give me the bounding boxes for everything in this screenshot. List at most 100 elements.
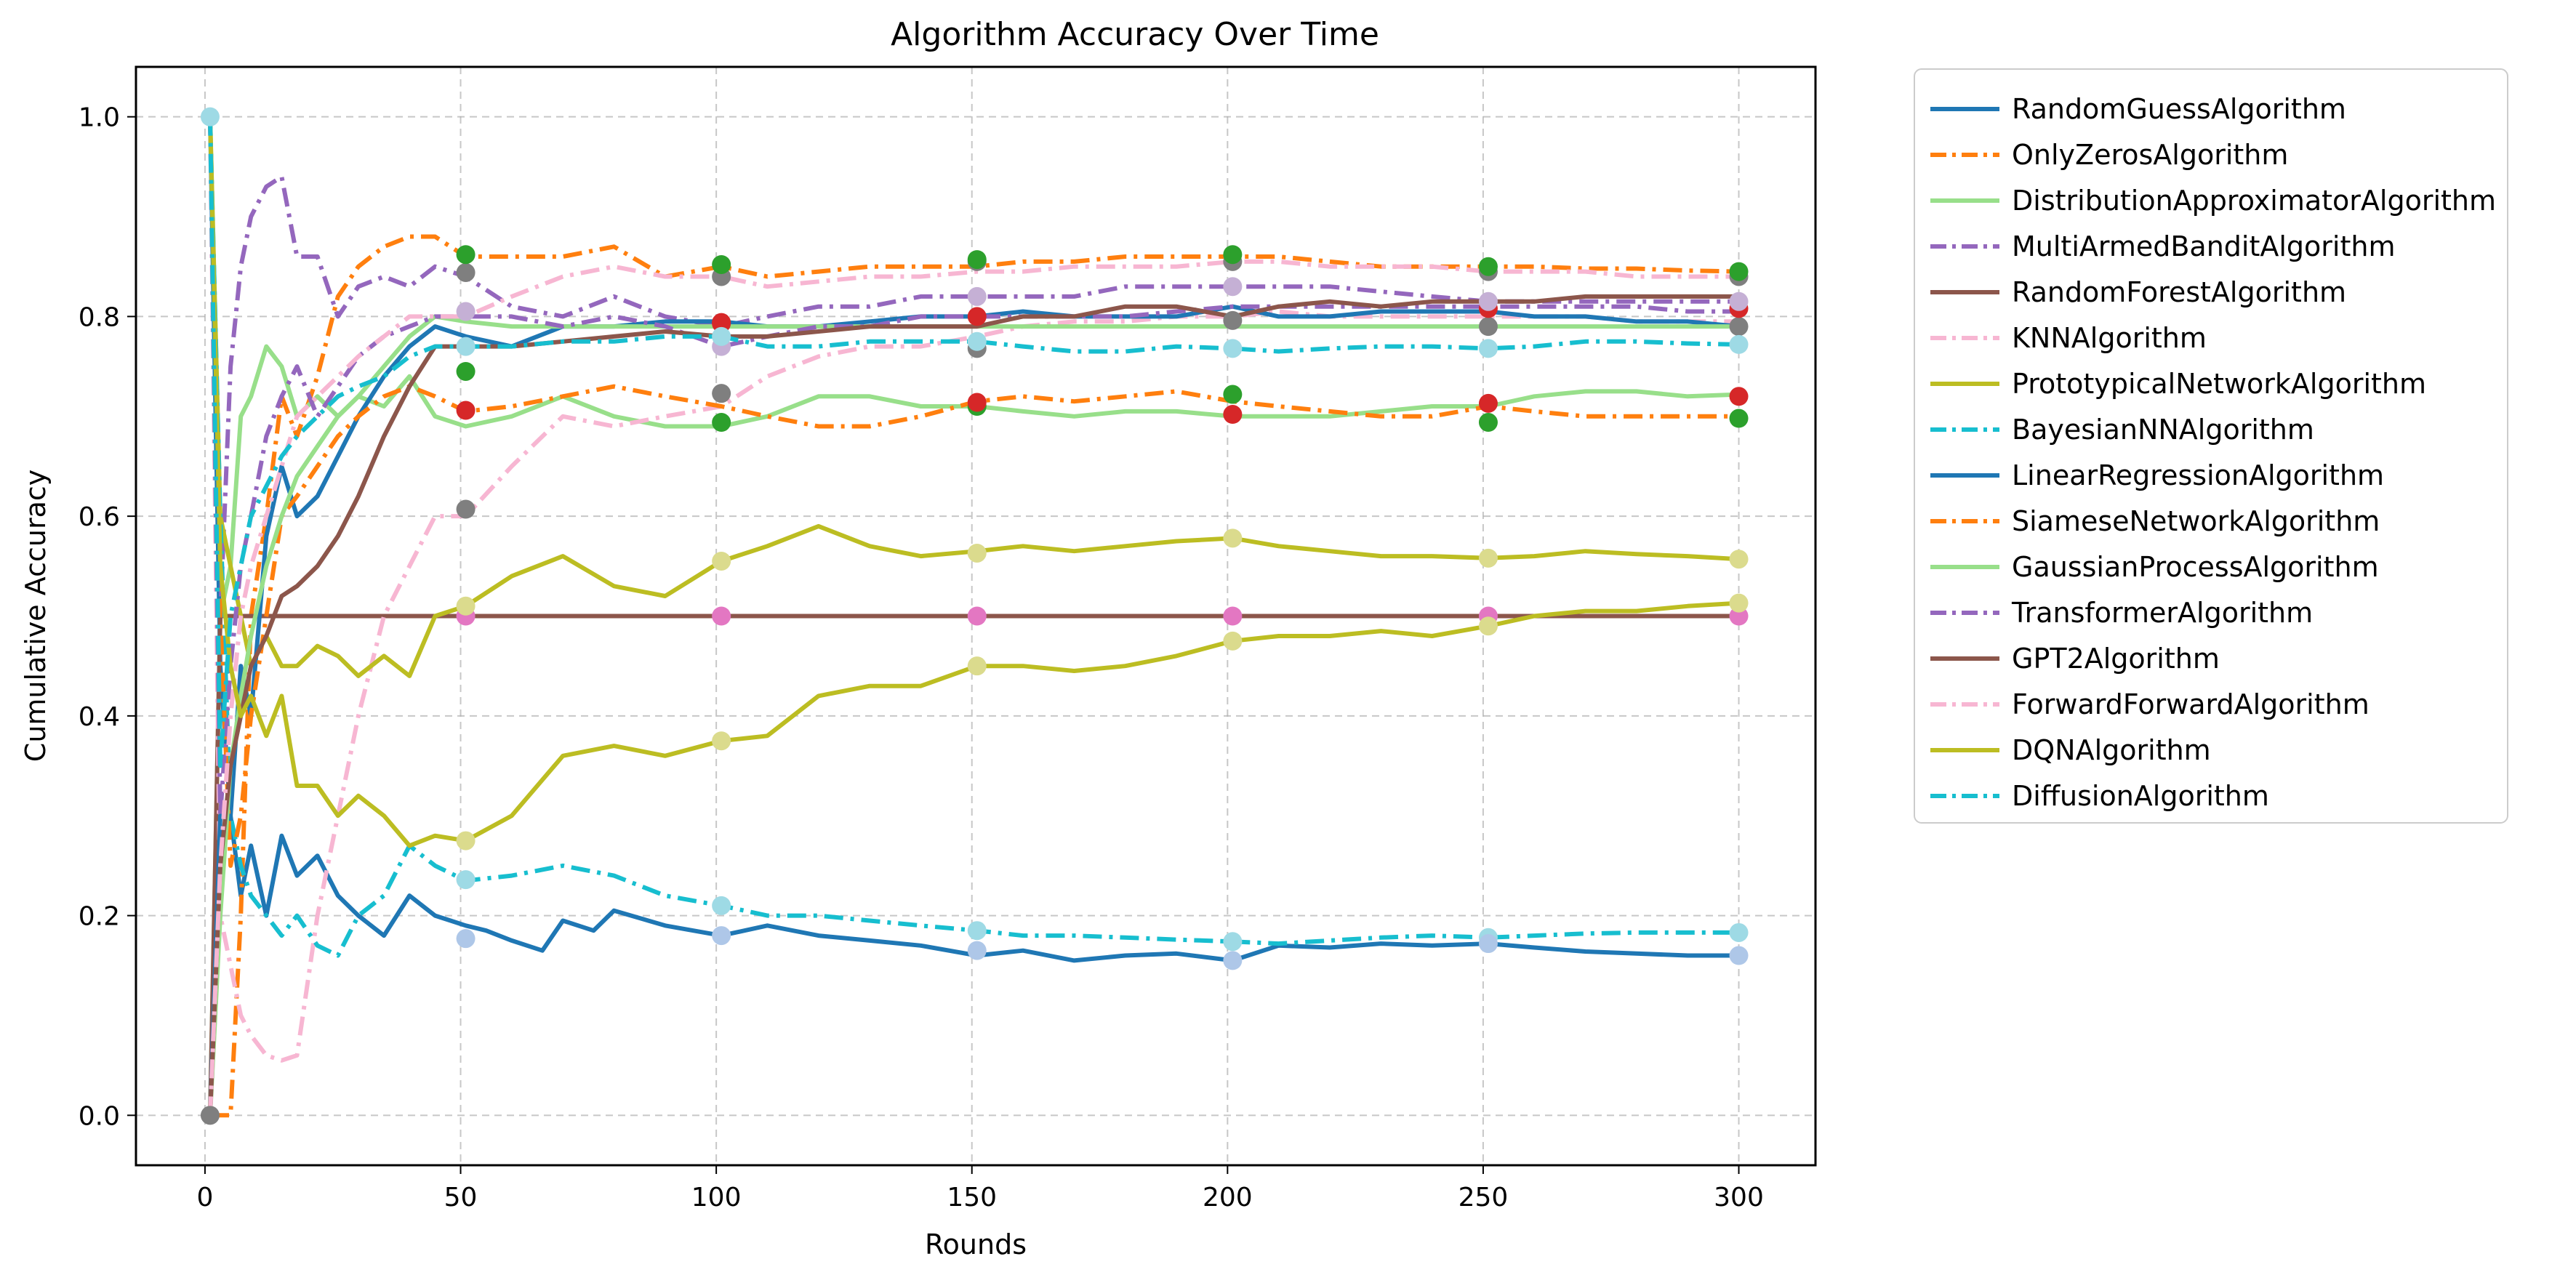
- series-line-4: [208, 614, 1739, 1116]
- data-point-marker: [1729, 291, 1749, 311]
- legend-label-10: GaussianProcessAlgorithm: [2012, 551, 2379, 583]
- data-point-marker: [1223, 245, 1243, 265]
- legend-label-1: OnlyZerosAlgorithm: [2012, 139, 2288, 171]
- data-point-marker: [1223, 528, 1243, 548]
- data-markers: [200, 107, 1749, 1125]
- data-point-marker: [967, 656, 987, 676]
- legend-label-15: DiffusionAlgorithm: [2012, 780, 2269, 812]
- plot-frame: [135, 65, 1817, 1167]
- legend-label-13: ForwardForwardAlgorithm: [2012, 688, 2370, 720]
- data-point-marker: [456, 262, 476, 282]
- data-point-marker: [712, 384, 731, 403]
- legend-label-12: GPT2Algorithm: [2012, 643, 2220, 675]
- legend-label-0: RandomGuessAlgorithm: [2012, 93, 2346, 125]
- data-point-marker: [200, 1106, 220, 1125]
- legend-box: [1914, 68, 2508, 824]
- data-point-marker: [1223, 951, 1243, 970]
- data-point-marker: [967, 307, 987, 326]
- y-tick-label: 0.4: [79, 702, 120, 732]
- data-point-marker: [456, 499, 476, 519]
- data-point-marker: [456, 596, 476, 616]
- series-line-0: [208, 116, 1739, 963]
- data-point-marker: [200, 107, 220, 126]
- data-point-marker: [712, 926, 731, 946]
- data-point-marker: [712, 314, 731, 334]
- series-lines: [208, 116, 1739, 1118]
- data-point-marker: [967, 921, 987, 941]
- data-point-marker: [967, 250, 987, 270]
- data-point-marker: [1729, 606, 1749, 626]
- data-point-marker: [712, 551, 731, 571]
- y-axis-label: Cumulative Accuracy: [20, 470, 52, 762]
- data-point-marker: [967, 606, 987, 626]
- x-tick-label: 200: [1203, 1183, 1253, 1212]
- series-line-6: [208, 116, 1739, 678]
- data-point-marker: [1223, 385, 1243, 404]
- legend-label-11: TransformerAlgorithm: [2011, 597, 2313, 629]
- x-tick-label: 0: [196, 1183, 213, 1212]
- legend-label-8: LinearRegressionAlgorithm: [2012, 459, 2384, 491]
- data-point-marker: [1478, 548, 1498, 568]
- data-point-marker: [1223, 932, 1243, 952]
- series-line-9: [208, 116, 1739, 868]
- data-point-marker: [712, 731, 731, 751]
- legend-label-9: SiameseNetworkAlgorithm: [2012, 505, 2380, 537]
- legend-label-5: KNNAlgorithm: [2012, 322, 2207, 354]
- data-point-marker: [456, 361, 476, 381]
- data-point-marker: [1478, 339, 1498, 358]
- data-point-marker: [1478, 317, 1498, 337]
- data-point-marker: [1223, 405, 1243, 425]
- legend-label-3: MultiArmedBanditAlgorithm: [2012, 230, 2395, 262]
- data-point-marker: [456, 870, 476, 890]
- data-point-marker: [1729, 409, 1749, 428]
- data-point-marker: [712, 254, 731, 274]
- data-point-marker: [712, 896, 731, 915]
- series-line-2: [208, 344, 1739, 1116]
- y-tick-label: 0.0: [79, 1101, 120, 1131]
- data-point-marker: [1729, 593, 1749, 613]
- data-point-marker: [1223, 277, 1243, 297]
- legend-label-4: RandomForestAlgorithm: [2012, 276, 2346, 308]
- x-tick-label: 50: [444, 1183, 478, 1212]
- data-point-marker: [456, 401, 476, 420]
- data-point-marker: [1223, 339, 1243, 358]
- data-point-marker: [1478, 291, 1498, 311]
- legend-label-6: PrototypicalNetworkAlgorithm: [2012, 368, 2426, 400]
- y-tick-label: 0.6: [79, 502, 120, 532]
- y-tick-label: 0.2: [79, 902, 120, 932]
- data-point-marker: [1729, 550, 1749, 569]
- data-point-marker: [712, 413, 731, 433]
- series-line-7: [208, 116, 1739, 958]
- x-tick-label: 100: [691, 1183, 742, 1212]
- legend-label-2: DistributionApproximatorAlgorithm: [2012, 185, 2496, 217]
- axis-ticks: 0 50 100 150 200 250 300 0.0 0.2 0.4 0.6 0.8 1.0: [79, 103, 1764, 1212]
- data-point-marker: [712, 326, 731, 346]
- data-point-marker: [1478, 934, 1498, 954]
- data-point-marker: [712, 606, 731, 626]
- y-tick-label: 0.8: [79, 302, 120, 332]
- data-point-marker: [1223, 631, 1243, 651]
- legend: RandomGuessAlgorithm OnlyZerosAlgorithm Di…: [1914, 68, 2508, 824]
- legend-label-7: BayesianNNAlgorithm: [2012, 414, 2314, 446]
- chart-title: Algorithm Accuracy Over Time: [891, 16, 1379, 53]
- x-axis-label: Rounds: [925, 1228, 1027, 1260]
- x-tick-label: 250: [1458, 1183, 1509, 1212]
- data-point-marker: [456, 337, 476, 356]
- series-line-11: [208, 116, 1739, 819]
- data-point-marker: [1478, 393, 1498, 413]
- data-point-marker: [1223, 606, 1243, 626]
- data-point-marker: [456, 831, 476, 850]
- data-point-marker: [456, 302, 476, 321]
- data-point-marker: [1729, 334, 1749, 354]
- data-point-marker: [1478, 616, 1498, 636]
- y-tick-label: 1.0: [79, 103, 120, 133]
- data-point-marker: [1729, 946, 1749, 965]
- data-point-marker: [1729, 387, 1749, 406]
- data-point-marker: [967, 941, 987, 960]
- series-line-12: [208, 294, 1739, 1116]
- data-point-marker: [1729, 262, 1749, 281]
- data-point-marker: [1223, 310, 1243, 330]
- series-line-5: [208, 116, 1739, 1063]
- legend-label-14: DQNAlgorithm: [2012, 734, 2211, 766]
- series-line-15: [208, 116, 1739, 768]
